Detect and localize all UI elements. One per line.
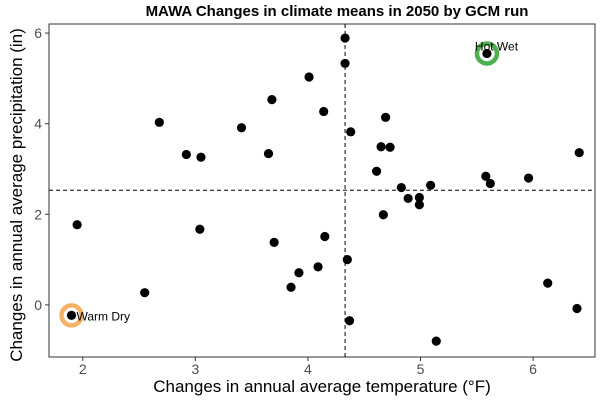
annotation-labels: Hot Wet Warm Dry: [77, 39, 519, 323]
scatter-point: [381, 112, 391, 122]
y-tick-label: 4: [34, 116, 42, 132]
scatter-point: [481, 171, 491, 181]
x-tick-label: 3: [191, 361, 199, 377]
x-tick-label: 6: [529, 361, 537, 377]
scatter-point: [403, 193, 413, 204]
scatter-point: [286, 282, 296, 292]
scatter-point: [313, 262, 323, 272]
scatter-point: [378, 210, 388, 220]
y-axis-title: Changes in annual average precipitation …: [7, 28, 26, 362]
annotation-label: Hot Wet: [475, 39, 519, 53]
scatter-point: [263, 148, 274, 159]
annotation-rings: [59, 41, 500, 328]
reference-lines: [49, 24, 595, 357]
scatter-point: [426, 180, 436, 190]
scatter-point: [523, 173, 534, 183]
scatter-point: [66, 310, 77, 320]
x-axis-ticks: 2 3 4 5 6: [79, 357, 537, 377]
scatter-point: [319, 106, 329, 117]
scatter-point: [396, 182, 406, 193]
scatter-point: [543, 278, 553, 288]
x-tick-label: 5: [417, 361, 425, 377]
scatter-point: [431, 336, 441, 346]
scatter-point: [294, 268, 304, 278]
x-axis-title: Changes in annual average temperature (°…: [153, 377, 491, 396]
annotation-ring: [59, 303, 84, 328]
scatter-point: [72, 220, 82, 230]
scatter-point: [154, 117, 164, 127]
scatter-point: [269, 237, 279, 247]
x-tick-label: 2: [79, 361, 87, 377]
scatter-point: [385, 142, 395, 152]
scatter-point: [320, 231, 330, 242]
scatter-point: [181, 149, 191, 160]
y-tick-label: 0: [34, 297, 42, 313]
scatter-point: [342, 254, 352, 265]
scatter-point: [340, 58, 350, 69]
scatter-point: [340, 33, 350, 43]
scatter-point: [414, 200, 424, 210]
scatter-point: [346, 127, 356, 137]
scatter-point: [572, 303, 582, 314]
x-tick-label: 4: [304, 361, 312, 377]
scatter-point: [304, 72, 314, 82]
chart-title: MAWA Changes in climate means in 2050 by…: [146, 3, 529, 20]
scatter-point: [482, 48, 492, 59]
scatter-point: [485, 178, 495, 189]
scatter-point: [574, 148, 584, 158]
y-axis-ticks: 0 2 4 6: [34, 25, 49, 313]
scatter-point: [140, 288, 150, 298]
data-points: [66, 33, 584, 346]
scatter-point: [414, 192, 424, 203]
scatter-point: [376, 142, 386, 152]
scatter-point: [344, 316, 355, 326]
annotation-label: Warm Dry: [77, 309, 131, 323]
annotation-ring: [474, 41, 500, 66]
y-tick-label: 2: [34, 206, 42, 222]
scatter-point: [236, 123, 247, 133]
y-tick-label: 6: [34, 25, 42, 41]
scatter-point: [267, 95, 277, 105]
scatter-point: [196, 152, 206, 162]
scatter-point: [195, 224, 205, 234]
scatter-point: [372, 166, 382, 176]
